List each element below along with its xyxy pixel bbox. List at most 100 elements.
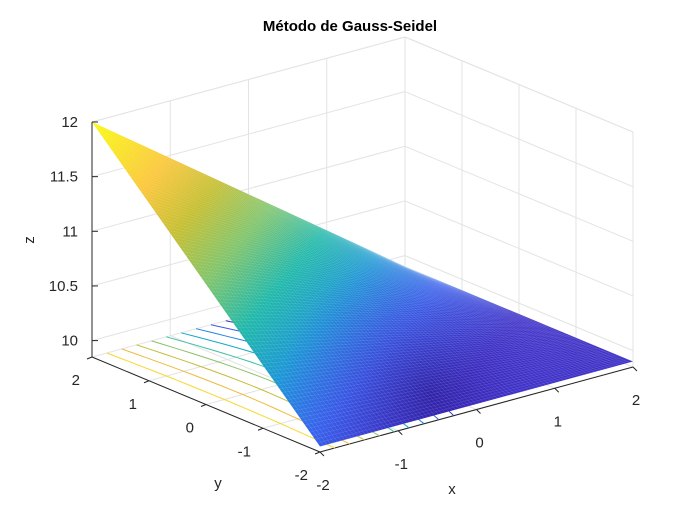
y-tick: [86, 356, 93, 360]
z-tick-label: 10.5: [49, 278, 78, 295]
surface-mesh: [92, 122, 633, 447]
mesh-line: [147, 201, 461, 291]
mesh-line: [384, 256, 613, 368]
mesh-line: [119, 161, 433, 279]
mesh-line: [387, 258, 616, 367]
mesh-line: [397, 263, 627, 364]
mesh-line: [129, 175, 444, 283]
x-tick-label: 2: [632, 392, 640, 409]
mesh-line: [171, 158, 401, 426]
mesh-line: [218, 301, 532, 320]
mesh-line: [258, 198, 488, 402]
mesh-line: [124, 168, 439, 281]
mesh-line: [104, 139, 418, 273]
mesh-line: [241, 328, 555, 336]
mesh-line: [324, 229, 554, 384]
x-tick: [476, 409, 481, 414]
mesh-line: [342, 237, 571, 379]
mesh-line: [145, 197, 459, 289]
mesh-line: [193, 265, 507, 310]
mesh-line: [195, 269, 509, 311]
mesh-line: [165, 226, 479, 298]
mesh-line: [190, 262, 504, 308]
mesh-line: [248, 194, 477, 405]
y-tick-label: 1: [129, 396, 137, 413]
z-tick-label: 10: [61, 333, 78, 350]
x-tick: [632, 366, 638, 372]
mesh-line: [203, 280, 517, 314]
mesh-line: [233, 323, 547, 326]
mesh-line: [142, 193, 456, 288]
mesh-line: [223, 309, 537, 322]
z-axis-label: z: [21, 236, 38, 244]
mesh-line: [157, 152, 387, 429]
x-tick: [397, 430, 403, 436]
mesh-line: [243, 329, 558, 339]
mesh-line: [216, 298, 530, 319]
mesh-line: [272, 205, 502, 398]
mesh-line: [249, 331, 563, 346]
mesh-line: [188, 258, 502, 307]
mesh-line: [136, 142, 366, 435]
mesh-line: [189, 166, 418, 421]
mesh-line: [259, 335, 573, 361]
mesh-line: [251, 195, 481, 404]
mesh-line: [196, 169, 425, 419]
mesh-line: [328, 230, 557, 383]
mesh-line: [155, 211, 469, 294]
y-axis-label: y: [214, 475, 222, 492]
mesh-line: [244, 192, 474, 406]
mesh-line: [300, 218, 529, 391]
mesh-line: [294, 350, 608, 411]
mesh-line: [95, 123, 324, 446]
mesh-line: [274, 342, 588, 382]
mesh-line: [112, 150, 426, 276]
mesh-line: [185, 165, 415, 422]
mesh-line: [349, 240, 578, 377]
y-tick: [143, 380, 150, 384]
mesh-line: [99, 132, 413, 270]
mesh-line: [96, 128, 411, 269]
mesh-line: [199, 171, 429, 418]
mesh-line: [297, 351, 611, 415]
mesh-line: [147, 147, 376, 432]
z-tick-label: 11: [62, 223, 78, 240]
mesh-line: [312, 358, 626, 437]
mesh-line: [271, 341, 585, 379]
mesh-line: [292, 349, 606, 408]
side-grid-line: [404, 145, 634, 242]
mesh-line: [208, 287, 522, 316]
surface-shading: [92, 122, 633, 447]
mesh-line: [216, 179, 446, 413]
mesh-line: [283, 210, 512, 395]
mesh-line: [227, 184, 456, 410]
x-tick-label: -1: [395, 456, 408, 473]
mesh-line: [377, 253, 606, 370]
mesh-line: [213, 177, 442, 414]
mesh-line: [221, 305, 535, 321]
mesh-line: [307, 355, 621, 429]
mesh-line: [210, 176, 439, 415]
mesh-line: [293, 214, 522, 392]
mesh-line: [114, 154, 428, 277]
mesh-line: [331, 232, 561, 382]
mesh-line: [200, 276, 514, 313]
mesh-line: [363, 247, 592, 374]
mesh-line: [359, 245, 588, 375]
mesh-line: [157, 215, 471, 295]
mesh-line: [314, 224, 543, 387]
side-grid-line: [404, 255, 634, 352]
mesh-line: [276, 206, 505, 397]
mesh-line: [123, 136, 352, 439]
mesh-line: [116, 133, 345, 441]
mesh-line: [304, 354, 618, 426]
mesh-line: [264, 338, 578, 368]
mesh-line: [162, 222, 477, 297]
mesh-line: [182, 163, 411, 423]
mesh-line: [356, 243, 585, 376]
mesh-line: [211, 291, 525, 317]
y-tick-label: -2: [295, 467, 308, 484]
mesh-line: [102, 136, 416, 272]
mesh-line: [160, 219, 474, 296]
